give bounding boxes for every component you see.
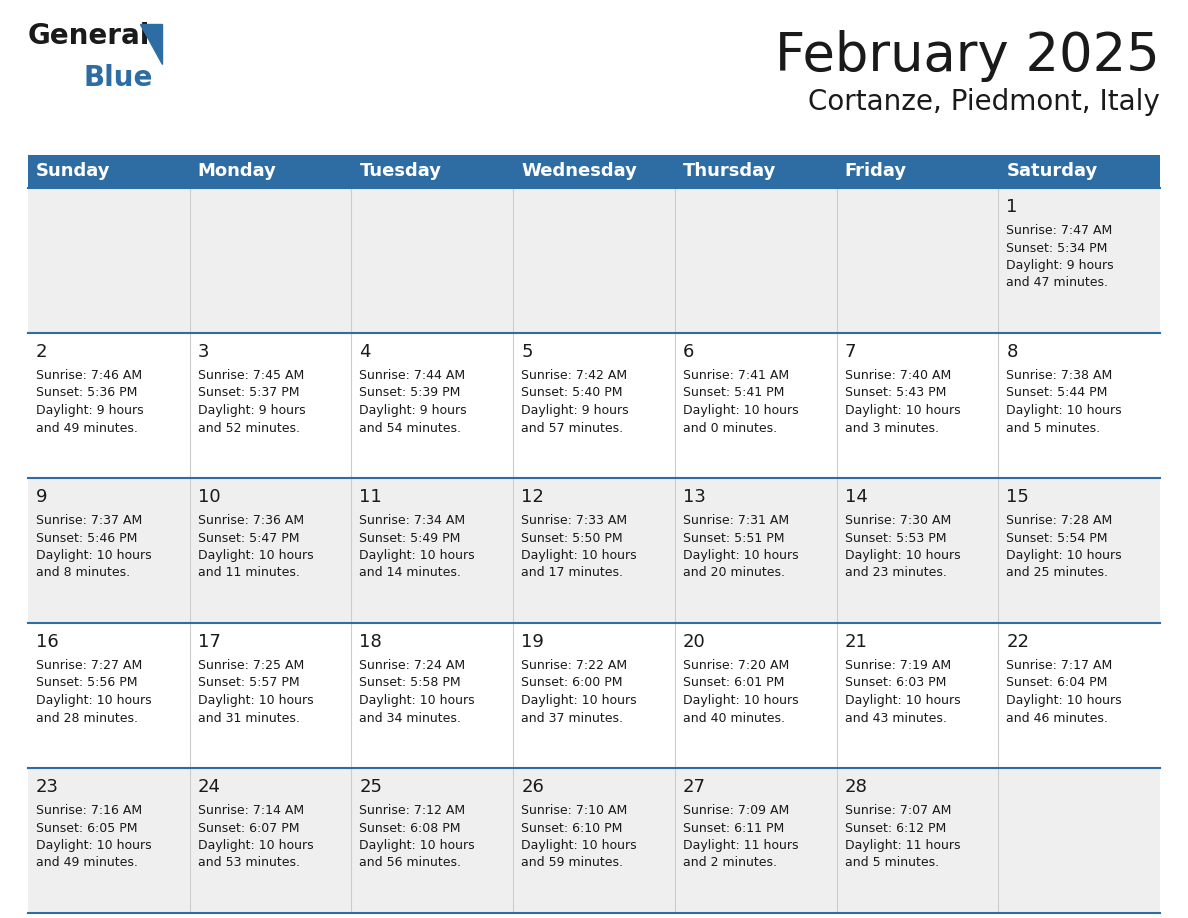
Text: 9: 9 [36, 488, 48, 506]
Text: Cortanze, Piedmont, Italy: Cortanze, Piedmont, Italy [808, 88, 1159, 116]
Text: 19: 19 [522, 633, 544, 651]
Text: Sunrise: 7:36 AM
Sunset: 5:47 PM
Daylight: 10 hours
and 11 minutes.: Sunrise: 7:36 AM Sunset: 5:47 PM Dayligh… [197, 514, 314, 579]
Text: February 2025: February 2025 [776, 30, 1159, 82]
Text: 14: 14 [845, 488, 867, 506]
Text: 1: 1 [1006, 198, 1018, 216]
Text: Sunrise: 7:25 AM
Sunset: 5:57 PM
Daylight: 10 hours
and 31 minutes.: Sunrise: 7:25 AM Sunset: 5:57 PM Dayligh… [197, 659, 314, 724]
Polygon shape [140, 24, 162, 64]
Text: 3: 3 [197, 343, 209, 361]
Text: 24: 24 [197, 778, 221, 796]
Text: Monday: Monday [197, 162, 277, 181]
Text: Sunrise: 7:14 AM
Sunset: 6:07 PM
Daylight: 10 hours
and 53 minutes.: Sunrise: 7:14 AM Sunset: 6:07 PM Dayligh… [197, 804, 314, 869]
Text: Sunrise: 7:10 AM
Sunset: 6:10 PM
Daylight: 10 hours
and 59 minutes.: Sunrise: 7:10 AM Sunset: 6:10 PM Dayligh… [522, 804, 637, 869]
FancyBboxPatch shape [29, 155, 1159, 188]
Text: Sunrise: 7:40 AM
Sunset: 5:43 PM
Daylight: 10 hours
and 3 minutes.: Sunrise: 7:40 AM Sunset: 5:43 PM Dayligh… [845, 369, 960, 434]
Text: Blue: Blue [83, 64, 152, 92]
Text: Thursday: Thursday [683, 162, 776, 181]
Text: Sunrise: 7:19 AM
Sunset: 6:03 PM
Daylight: 10 hours
and 43 minutes.: Sunrise: 7:19 AM Sunset: 6:03 PM Dayligh… [845, 659, 960, 724]
Text: 4: 4 [360, 343, 371, 361]
FancyBboxPatch shape [29, 333, 1159, 478]
Text: Sunrise: 7:17 AM
Sunset: 6:04 PM
Daylight: 10 hours
and 46 minutes.: Sunrise: 7:17 AM Sunset: 6:04 PM Dayligh… [1006, 659, 1121, 724]
Text: 26: 26 [522, 778, 544, 796]
FancyBboxPatch shape [29, 188, 1159, 333]
Text: Sunrise: 7:34 AM
Sunset: 5:49 PM
Daylight: 10 hours
and 14 minutes.: Sunrise: 7:34 AM Sunset: 5:49 PM Dayligh… [360, 514, 475, 579]
FancyBboxPatch shape [29, 623, 1159, 768]
Text: Sunrise: 7:27 AM
Sunset: 5:56 PM
Daylight: 10 hours
and 28 minutes.: Sunrise: 7:27 AM Sunset: 5:56 PM Dayligh… [36, 659, 152, 724]
Text: Sunrise: 7:28 AM
Sunset: 5:54 PM
Daylight: 10 hours
and 25 minutes.: Sunrise: 7:28 AM Sunset: 5:54 PM Dayligh… [1006, 514, 1121, 579]
Text: Sunrise: 7:22 AM
Sunset: 6:00 PM
Daylight: 10 hours
and 37 minutes.: Sunrise: 7:22 AM Sunset: 6:00 PM Dayligh… [522, 659, 637, 724]
Text: 16: 16 [36, 633, 58, 651]
Text: 12: 12 [522, 488, 544, 506]
Text: Wednesday: Wednesday [522, 162, 637, 181]
Text: Sunrise: 7:46 AM
Sunset: 5:36 PM
Daylight: 9 hours
and 49 minutes.: Sunrise: 7:46 AM Sunset: 5:36 PM Dayligh… [36, 369, 144, 434]
Text: General: General [29, 22, 151, 50]
Text: 28: 28 [845, 778, 867, 796]
Text: Sunrise: 7:44 AM
Sunset: 5:39 PM
Daylight: 9 hours
and 54 minutes.: Sunrise: 7:44 AM Sunset: 5:39 PM Dayligh… [360, 369, 467, 434]
Text: Sunrise: 7:37 AM
Sunset: 5:46 PM
Daylight: 10 hours
and 8 minutes.: Sunrise: 7:37 AM Sunset: 5:46 PM Dayligh… [36, 514, 152, 579]
Text: 21: 21 [845, 633, 867, 651]
FancyBboxPatch shape [29, 478, 1159, 623]
Text: Sunday: Sunday [36, 162, 110, 181]
Text: 25: 25 [360, 778, 383, 796]
Text: Tuesday: Tuesday [360, 162, 442, 181]
Text: Sunrise: 7:31 AM
Sunset: 5:51 PM
Daylight: 10 hours
and 20 minutes.: Sunrise: 7:31 AM Sunset: 5:51 PM Dayligh… [683, 514, 798, 579]
Text: Sunrise: 7:09 AM
Sunset: 6:11 PM
Daylight: 11 hours
and 2 minutes.: Sunrise: 7:09 AM Sunset: 6:11 PM Dayligh… [683, 804, 798, 869]
Text: 13: 13 [683, 488, 706, 506]
Text: Sunrise: 7:20 AM
Sunset: 6:01 PM
Daylight: 10 hours
and 40 minutes.: Sunrise: 7:20 AM Sunset: 6:01 PM Dayligh… [683, 659, 798, 724]
Text: Sunrise: 7:24 AM
Sunset: 5:58 PM
Daylight: 10 hours
and 34 minutes.: Sunrise: 7:24 AM Sunset: 5:58 PM Dayligh… [360, 659, 475, 724]
Text: Sunrise: 7:30 AM
Sunset: 5:53 PM
Daylight: 10 hours
and 23 minutes.: Sunrise: 7:30 AM Sunset: 5:53 PM Dayligh… [845, 514, 960, 579]
Text: 20: 20 [683, 633, 706, 651]
Text: Sunrise: 7:45 AM
Sunset: 5:37 PM
Daylight: 9 hours
and 52 minutes.: Sunrise: 7:45 AM Sunset: 5:37 PM Dayligh… [197, 369, 305, 434]
Text: 7: 7 [845, 343, 857, 361]
Text: 11: 11 [360, 488, 383, 506]
Text: 15: 15 [1006, 488, 1029, 506]
Text: 5: 5 [522, 343, 532, 361]
Text: 23: 23 [36, 778, 59, 796]
Text: 6: 6 [683, 343, 694, 361]
Text: Sunrise: 7:47 AM
Sunset: 5:34 PM
Daylight: 9 hours
and 47 minutes.: Sunrise: 7:47 AM Sunset: 5:34 PM Dayligh… [1006, 224, 1114, 289]
Text: Sunrise: 7:12 AM
Sunset: 6:08 PM
Daylight: 10 hours
and 56 minutes.: Sunrise: 7:12 AM Sunset: 6:08 PM Dayligh… [360, 804, 475, 869]
Text: Sunrise: 7:16 AM
Sunset: 6:05 PM
Daylight: 10 hours
and 49 minutes.: Sunrise: 7:16 AM Sunset: 6:05 PM Dayligh… [36, 804, 152, 869]
Text: Sunrise: 7:41 AM
Sunset: 5:41 PM
Daylight: 10 hours
and 0 minutes.: Sunrise: 7:41 AM Sunset: 5:41 PM Dayligh… [683, 369, 798, 434]
Text: Sunrise: 7:33 AM
Sunset: 5:50 PM
Daylight: 10 hours
and 17 minutes.: Sunrise: 7:33 AM Sunset: 5:50 PM Dayligh… [522, 514, 637, 579]
Text: Saturday: Saturday [1006, 162, 1098, 181]
Text: 2: 2 [36, 343, 48, 361]
FancyBboxPatch shape [29, 768, 1159, 913]
Text: 22: 22 [1006, 633, 1029, 651]
Text: Sunrise: 7:38 AM
Sunset: 5:44 PM
Daylight: 10 hours
and 5 minutes.: Sunrise: 7:38 AM Sunset: 5:44 PM Dayligh… [1006, 369, 1121, 434]
Text: 10: 10 [197, 488, 220, 506]
Text: Sunrise: 7:42 AM
Sunset: 5:40 PM
Daylight: 9 hours
and 57 minutes.: Sunrise: 7:42 AM Sunset: 5:40 PM Dayligh… [522, 369, 628, 434]
Text: 18: 18 [360, 633, 383, 651]
Text: Friday: Friday [845, 162, 906, 181]
Text: 8: 8 [1006, 343, 1018, 361]
Text: Sunrise: 7:07 AM
Sunset: 6:12 PM
Daylight: 11 hours
and 5 minutes.: Sunrise: 7:07 AM Sunset: 6:12 PM Dayligh… [845, 804, 960, 869]
Text: 27: 27 [683, 778, 706, 796]
Text: 17: 17 [197, 633, 221, 651]
